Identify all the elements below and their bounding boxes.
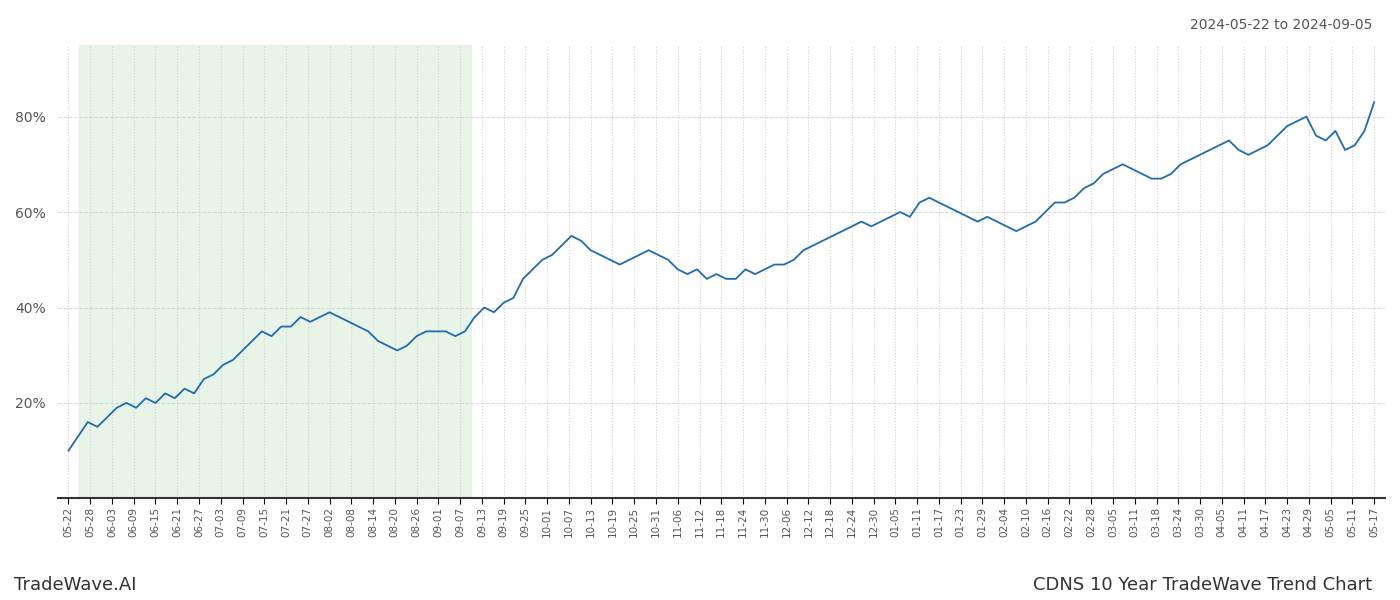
Text: TradeWave.AI: TradeWave.AI: [14, 576, 137, 594]
Text: 2024-05-22 to 2024-09-05: 2024-05-22 to 2024-09-05: [1190, 18, 1372, 32]
Bar: [80, 45, 470, 499]
Text: CDNS 10 Year TradeWave Trend Chart: CDNS 10 Year TradeWave Trend Chart: [1033, 576, 1372, 594]
